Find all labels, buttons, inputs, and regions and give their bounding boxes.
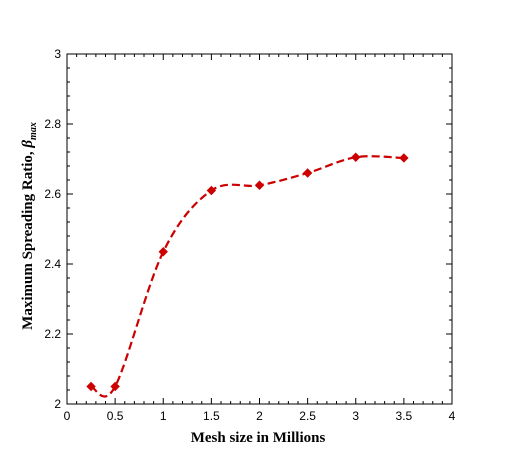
y-axis-title-symbol: β [20, 140, 36, 149]
y-tick-label: 2.4 [44, 257, 61, 271]
y-axis-title: Maximum Spreading Ratio, βmax [20, 122, 39, 330]
data-point [206, 185, 217, 196]
y-tick-label: 2 [54, 397, 61, 411]
x-tick-label: 1 [160, 409, 167, 423]
y-tick-label: 2.8 [44, 117, 61, 131]
major-ticks [66, 53, 453, 405]
x-tick-label: 3 [352, 409, 359, 423]
y-axis-title-main: Maximum Spreading Ratio, [20, 148, 36, 330]
x-tick-labels: 0 0.5 1 1.5 2 2.5 3 3.5 4 [64, 409, 456, 423]
data-point [158, 247, 168, 257]
data-point [302, 168, 313, 178]
x-axis-title: Mesh size in Millions [191, 430, 326, 446]
y-tick-label: 2.2 [44, 327, 61, 341]
series-line [90, 155, 404, 398]
x-tick-label: 2 [256, 409, 263, 423]
data-point [110, 381, 120, 392]
x-tick-label: 1.5 [203, 409, 220, 423]
data-point [351, 152, 361, 162]
x-tick-label: 3.5 [396, 409, 413, 423]
y-axis-title-subscript: max [28, 122, 39, 140]
x-tick-label: 2.5 [299, 409, 316, 423]
data-point [399, 153, 409, 163]
data-markers [86, 152, 409, 392]
x-tick-label: 0.5 [107, 409, 124, 423]
y-tick-label: 3 [54, 47, 61, 61]
data-point [86, 381, 96, 392]
y-tick-label: 2.6 [44, 187, 61, 201]
x-tick-label: 0 [64, 409, 71, 423]
x-tick-label: 4 [449, 409, 456, 423]
y-tick-labels: 2 2.2 2.4 2.6 2.8 3 [44, 47, 61, 411]
data-point [254, 180, 265, 190]
minor-ticks [67, 54, 452, 404]
plot-frame [66, 53, 453, 405]
